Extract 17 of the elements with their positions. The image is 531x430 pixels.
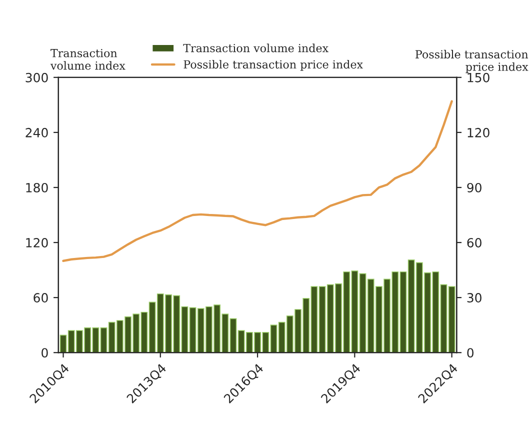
legend-label: Possible transaction price index <box>184 60 363 71</box>
y-tick-label: 0 <box>42 348 48 358</box>
y-tick-label: 60 <box>34 293 48 302</box>
y2-axis-title: Possible transaction price index <box>416 50 528 74</box>
legend-label: Transaction volume index <box>183 44 328 52</box>
y-tick-label: 180 <box>26 182 48 192</box>
y2-tick-label: 60 <box>467 238 482 248</box>
y-tick-label: 120 <box>26 238 48 248</box>
y2-tick-label: 0 <box>467 348 474 358</box>
line-series <box>62 100 453 262</box>
y-tick-label: 240 <box>26 128 48 138</box>
y2-tick-label: 120 <box>468 128 490 138</box>
y2-tick-label: 30 <box>467 293 482 302</box>
y-tick-label: 300 <box>26 72 48 82</box>
y-axis-title: Transaction volume index <box>50 48 126 70</box>
y2-tick-label: 150 <box>468 72 490 82</box>
y2-tick-label: 90 <box>467 182 482 192</box>
